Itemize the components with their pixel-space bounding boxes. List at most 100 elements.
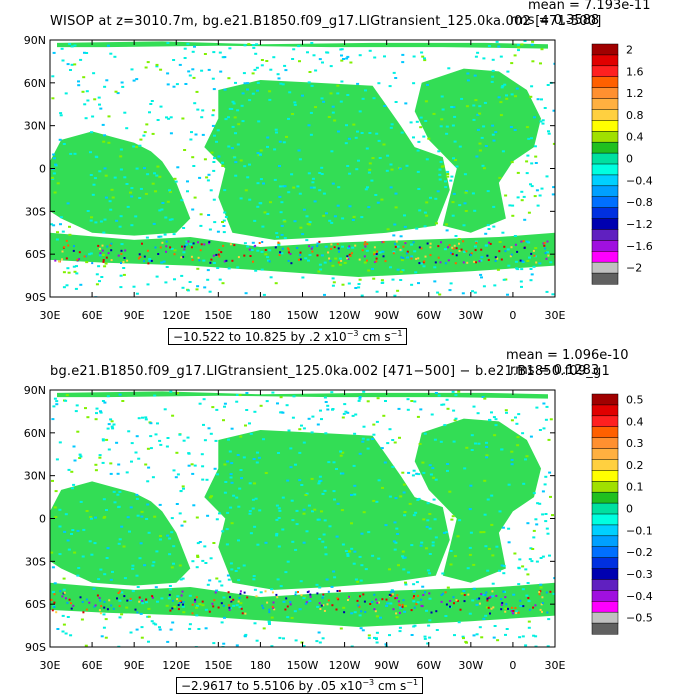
panel-2-range-units: cm s (374, 679, 407, 693)
colorbar-swatch (591, 229, 619, 241)
y-tick-label: 60S (25, 598, 46, 611)
ocean-southern (50, 582, 555, 627)
x-tick-label: 30W (458, 659, 483, 672)
colorbar-swatch (591, 415, 619, 428)
y-tick-label: 30S (25, 555, 46, 568)
colorbar-swatch (591, 196, 619, 209)
colorbar-swatch (591, 459, 619, 471)
colorbar-swatch (591, 393, 619, 406)
y-tick-label: 60N (24, 77, 46, 90)
x-tick-label: 180 (250, 659, 271, 672)
y-tick-label: 90S (25, 641, 46, 654)
colorbar-swatch (591, 491, 619, 504)
panel-1-range-box: −10.522 to 10.825 by .2 x10−3 cm s−1 (168, 328, 408, 345)
panel-2-mean: mean = 1.096e-10 (506, 348, 629, 363)
panel-1-range-units-exp: −1 (390, 329, 403, 338)
x-tick-label: 120E (162, 309, 190, 322)
colorbar-label: −0.1 (626, 524, 653, 537)
colorbar-swatch (591, 185, 619, 198)
colorbar-swatch (591, 437, 619, 450)
x-tick-label: 30E (545, 309, 566, 322)
colorbar-label: 0.3 (626, 437, 644, 450)
x-tick-label: 90W (374, 309, 399, 322)
y-tick-label: 90N (24, 384, 46, 397)
colorbar-label: 1.2 (626, 87, 644, 100)
colorbar-swatch (591, 87, 619, 100)
x-tick-label: 0 (509, 659, 516, 672)
x-tick-label: 120E (162, 659, 190, 672)
colorbar-label: −0.4 (626, 174, 653, 187)
colorbar-label: 0.1 (626, 481, 644, 494)
colorbar-label: −2 (626, 262, 642, 275)
colorbar-swatch (591, 426, 619, 439)
panel-1-mean: mean = 7.193e-11 (528, 0, 651, 13)
panel-1: WISOP at z=3010.7m, bg.e21.B1850.f09_g17… (24, 0, 653, 345)
colorbar-swatch (591, 174, 619, 187)
colorbar-swatch (591, 601, 619, 613)
x-tick-label: 90E (124, 309, 145, 322)
y-tick-label: 0 (39, 513, 46, 526)
colorbar-label: 0.8 (626, 109, 644, 122)
colorbar-swatch (591, 251, 619, 263)
colorbar-label: 0.4 (626, 415, 644, 428)
colorbar-label: −1.2 (626, 218, 653, 231)
panel-1-title: WISOP at z=3010.7m, bg.e21.B1850.f09_g17… (50, 14, 602, 29)
panel-1-range-units: cm s (358, 330, 391, 344)
colorbar-swatch (591, 546, 619, 559)
colorbar-swatch (591, 76, 619, 89)
x-tick-label: 60E (82, 309, 103, 322)
y-tick-label: 0 (39, 163, 46, 176)
colorbar-swatch (591, 590, 619, 602)
colorbar-swatch (591, 98, 619, 111)
colorbar-label: −0.2 (626, 546, 653, 559)
ocean-field (50, 390, 555, 647)
field-speckles (50, 40, 555, 297)
colorbar-swatch (591, 65, 619, 78)
x-tick-label: 90E (124, 659, 145, 672)
y-tick-label: 60N (24, 427, 46, 440)
colorbar-swatch (591, 131, 619, 143)
ocean-pacific (204, 80, 450, 240)
colorbar-swatch (591, 502, 619, 515)
x-tick-label: 60E (82, 659, 103, 672)
panel-2-title: bg.e21.B1850.f09_g17.LIGtransient_125.0k… (50, 364, 610, 379)
colorbar-swatch (591, 272, 619, 285)
colorbar-label: 0.5 (626, 394, 644, 407)
x-tick-label: 180 (250, 309, 271, 322)
x-tick-label: 60W (416, 309, 441, 322)
ocean-southern (50, 232, 555, 277)
colorbar-swatch (591, 568, 619, 581)
x-tick-label: 120W (329, 309, 361, 322)
x-tick-label: 150W (287, 309, 319, 322)
y-tick-label: 90S (25, 291, 46, 304)
colorbar-label: 2 (626, 44, 633, 57)
colorbar-label: 1.6 (626, 65, 644, 78)
colorbar-swatch (591, 481, 619, 493)
x-tick-label: 150E (204, 659, 232, 672)
x-tick-label: 150W (287, 659, 319, 672)
colorbar-label: 0 (626, 153, 633, 166)
y-tick-label: 60S (25, 248, 46, 261)
colorbar-label: 0.2 (626, 459, 644, 472)
x-tick-label: 150E (204, 309, 232, 322)
colorbar-swatch (591, 524, 619, 537)
colorbar-swatch (591, 54, 619, 67)
colorbar-swatch (591, 207, 619, 220)
x-tick-label: 60W (416, 659, 441, 672)
panel-2-rms: rms = 0.1283 (510, 363, 600, 378)
colorbar-swatch (591, 535, 619, 548)
colorbar-swatch (591, 557, 619, 570)
ocean-pacific (204, 430, 450, 590)
y-tick-label: 30N (24, 470, 46, 483)
colorbar-swatch (591, 448, 619, 461)
ocean-atlantic (414, 68, 541, 233)
y-tick-label: 90N (24, 34, 46, 47)
ocean-indian (50, 131, 191, 236)
colorbar-label: 0.4 (626, 131, 644, 144)
colorbar-swatch (591, 109, 619, 121)
colorbar-swatch (591, 43, 619, 56)
colorbar-label: −0.8 (626, 196, 653, 209)
x-tick-label: 30E (40, 309, 61, 322)
panel-1-range-exp: −3 (346, 329, 359, 338)
panel-2-range-units-exp: −1 (406, 678, 419, 687)
